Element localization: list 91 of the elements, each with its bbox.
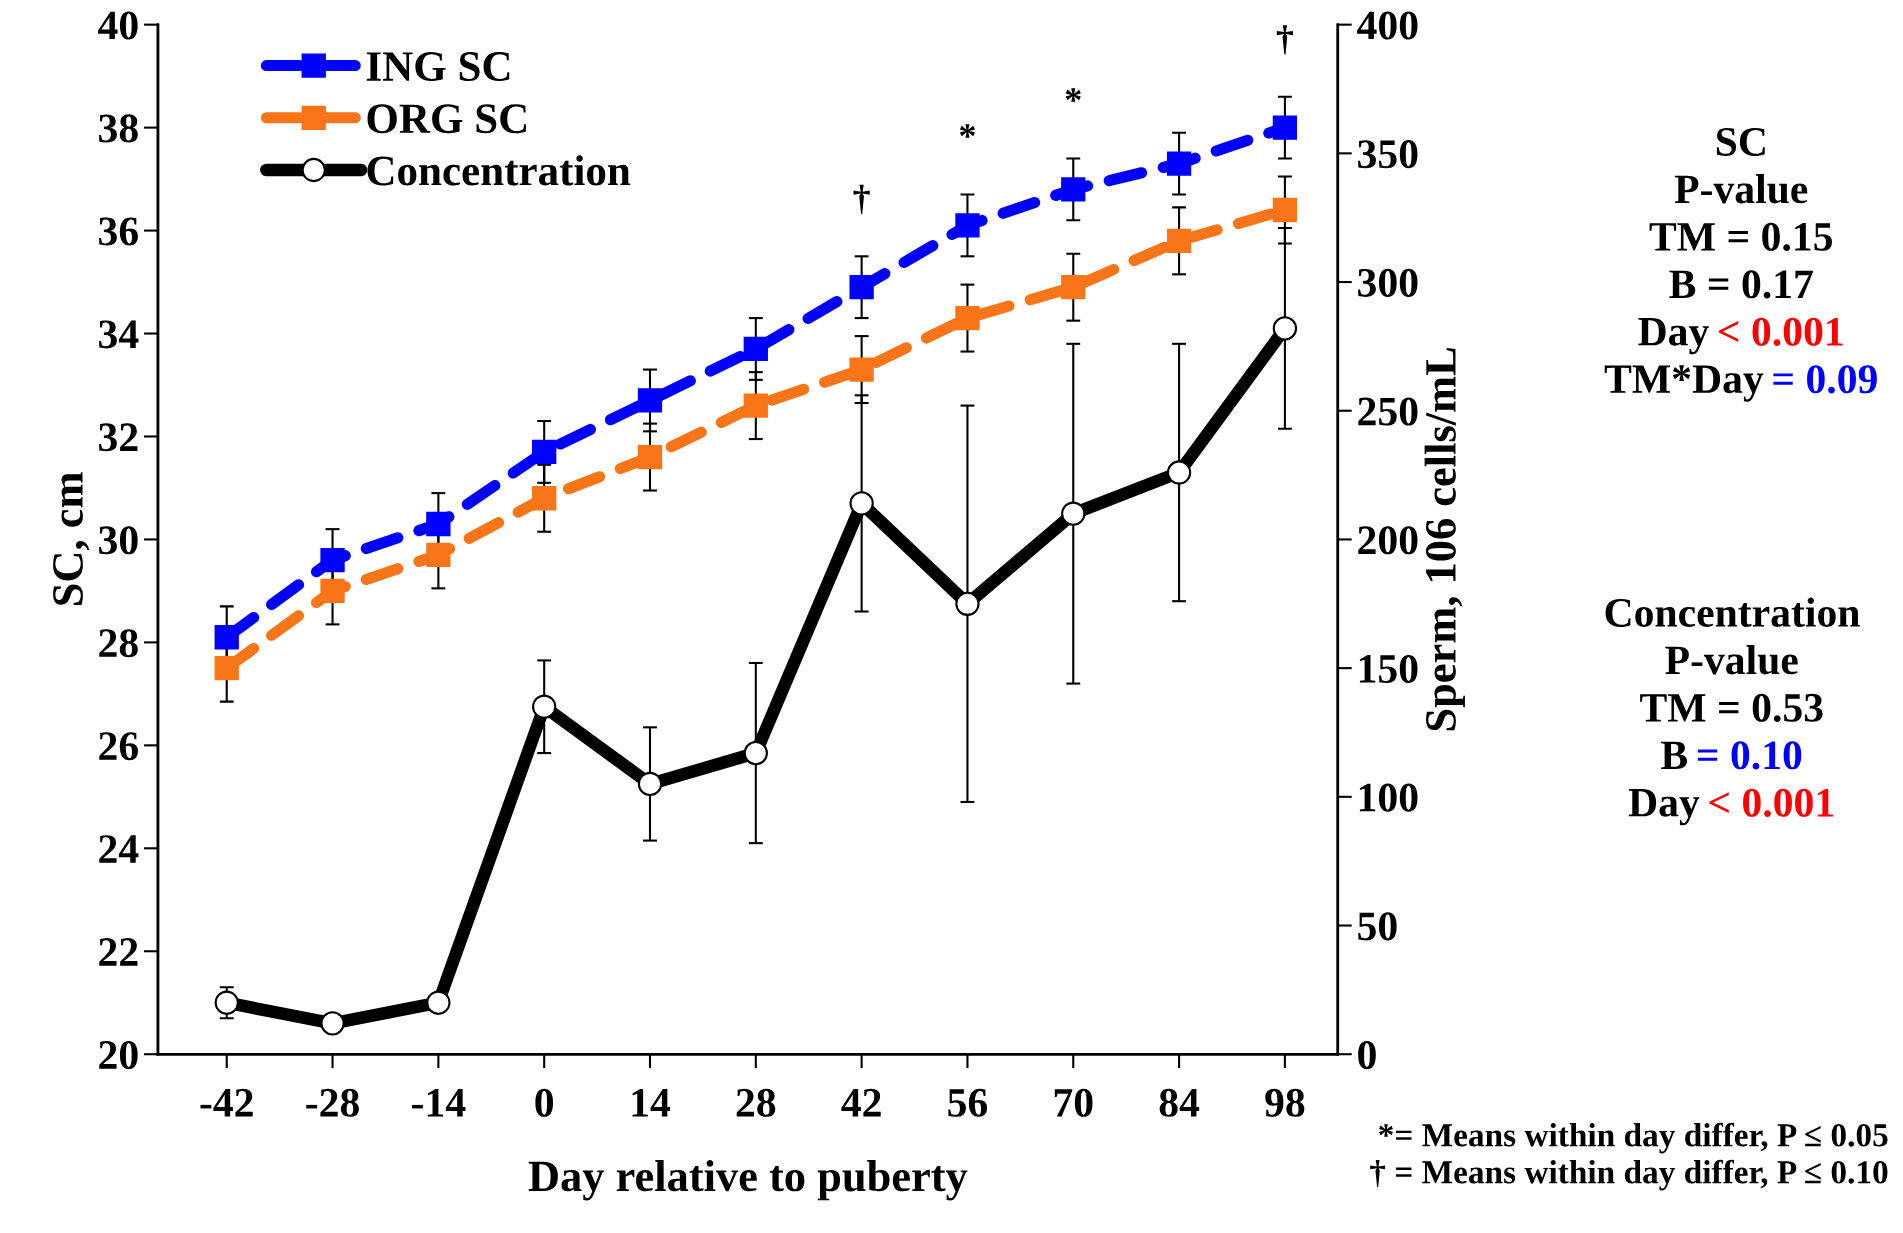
point <box>532 486 557 511</box>
text: = 0.09 <box>1773 365 1877 394</box>
y-axis-title: SC, cm <box>53 472 90 605</box>
x-axis-title: Day relative to puberty <box>528 1160 968 1201</box>
point <box>320 578 345 604</box>
x-tick-label: 98 <box>1265 1088 1305 1117</box>
y-tick-label: 20 <box>99 1040 138 1070</box>
x-tick-label: 70 <box>1054 1088 1093 1117</box>
point <box>320 547 345 573</box>
point <box>743 393 768 418</box>
text: SC <box>1716 127 1765 156</box>
y-tick-label: 38 <box>99 114 138 143</box>
y2-tick-label: 350 <box>1358 140 1418 169</box>
y2-tick-label: 250 <box>1358 397 1418 426</box>
point <box>743 336 768 362</box>
legend-label: Concentration <box>367 155 631 186</box>
point <box>849 491 874 516</box>
text: TM*Day <box>1604 365 1764 402</box>
point <box>743 740 768 766</box>
y-tick-label: 36 <box>99 217 138 246</box>
y-tick-label: 34 <box>99 320 139 349</box>
y-tick-label: 32 <box>99 423 138 452</box>
text: P-value <box>1674 174 1808 204</box>
text: P-value <box>1665 645 1798 675</box>
text: Day <box>1628 789 1700 826</box>
y2-tick-label: 100 <box>1359 783 1418 812</box>
point <box>955 305 980 331</box>
x-tick-label: -28 <box>306 1088 359 1117</box>
y-tick-label: 22 <box>99 938 138 966</box>
x-tick-label: 42 <box>841 1088 881 1117</box>
text: TM = 0.15 <box>1649 222 1833 252</box>
point <box>849 357 874 382</box>
y-tick-label: 26 <box>99 732 138 761</box>
text: Day <box>1638 317 1709 355</box>
point <box>1272 316 1298 341</box>
point <box>955 591 980 616</box>
x-tick-label: 0 <box>535 1088 554 1117</box>
point <box>426 542 451 568</box>
point <box>637 388 663 413</box>
text: = 0.10 <box>1697 741 1802 770</box>
text: TM = 0.53 <box>1640 693 1823 723</box>
point <box>320 1011 345 1036</box>
y2-tick-label: 50 <box>1358 912 1397 941</box>
point <box>426 990 451 1015</box>
x-tick-label: 28 <box>736 1088 776 1117</box>
y2-tick-label: 0 <box>1358 1040 1376 1070</box>
point <box>1166 151 1192 176</box>
legend-label: ING SC <box>366 52 510 82</box>
text: B = 0.17 <box>1669 270 1813 299</box>
point <box>214 655 239 681</box>
y2-axis-title: Sperm, 106 cells/mL <box>1424 348 1465 731</box>
y2-tick-label: 200 <box>1358 526 1418 555</box>
x-tick-label: 14 <box>632 1088 671 1117</box>
annotation: † <box>853 184 870 214</box>
y2-tick-label: 150 <box>1359 654 1418 683</box>
annotation: † <box>1276 25 1293 55</box>
annotation: * <box>959 124 975 138</box>
x-tick-label: -42 <box>200 1088 253 1117</box>
point <box>1061 275 1086 300</box>
point <box>426 511 451 537</box>
y-tick-label: 40 <box>98 11 138 40</box>
x-tick-label: 84 <box>1159 1088 1200 1117</box>
text: *= Means within day differ, P ≤ 0.05 <box>1379 1122 1888 1154</box>
text: B <box>1661 741 1688 770</box>
y2-tick-label: 400 <box>1357 11 1418 40</box>
point <box>214 625 239 650</box>
point <box>849 275 874 300</box>
point <box>532 439 557 465</box>
point <box>1061 177 1086 202</box>
y-tick-label: 24 <box>99 835 139 863</box>
text: Concentration <box>1605 597 1860 627</box>
annotation: * <box>1065 88 1081 102</box>
x-tick-label: 56 <box>948 1088 988 1117</box>
y2-tick-label: 300 <box>1358 268 1418 297</box>
point <box>637 444 663 470</box>
legend-label: ORG SC <box>367 104 526 134</box>
point <box>214 990 239 1015</box>
point <box>1272 115 1298 140</box>
y-tick-label: 30 <box>99 526 138 555</box>
x-tick-label: -14 <box>412 1088 466 1117</box>
point <box>1272 197 1298 223</box>
point <box>1061 501 1086 526</box>
text: < 0.001 <box>1709 788 1834 817</box>
text: † = Means within day differ, P ≤ 0.10 <box>1370 1159 1888 1191</box>
y-tick-label: 28 <box>99 629 138 658</box>
point <box>1166 228 1192 254</box>
point <box>637 771 663 797</box>
point <box>1166 460 1192 485</box>
text: < 0.001 <box>1718 317 1843 346</box>
point <box>532 694 557 719</box>
point <box>955 213 980 238</box>
